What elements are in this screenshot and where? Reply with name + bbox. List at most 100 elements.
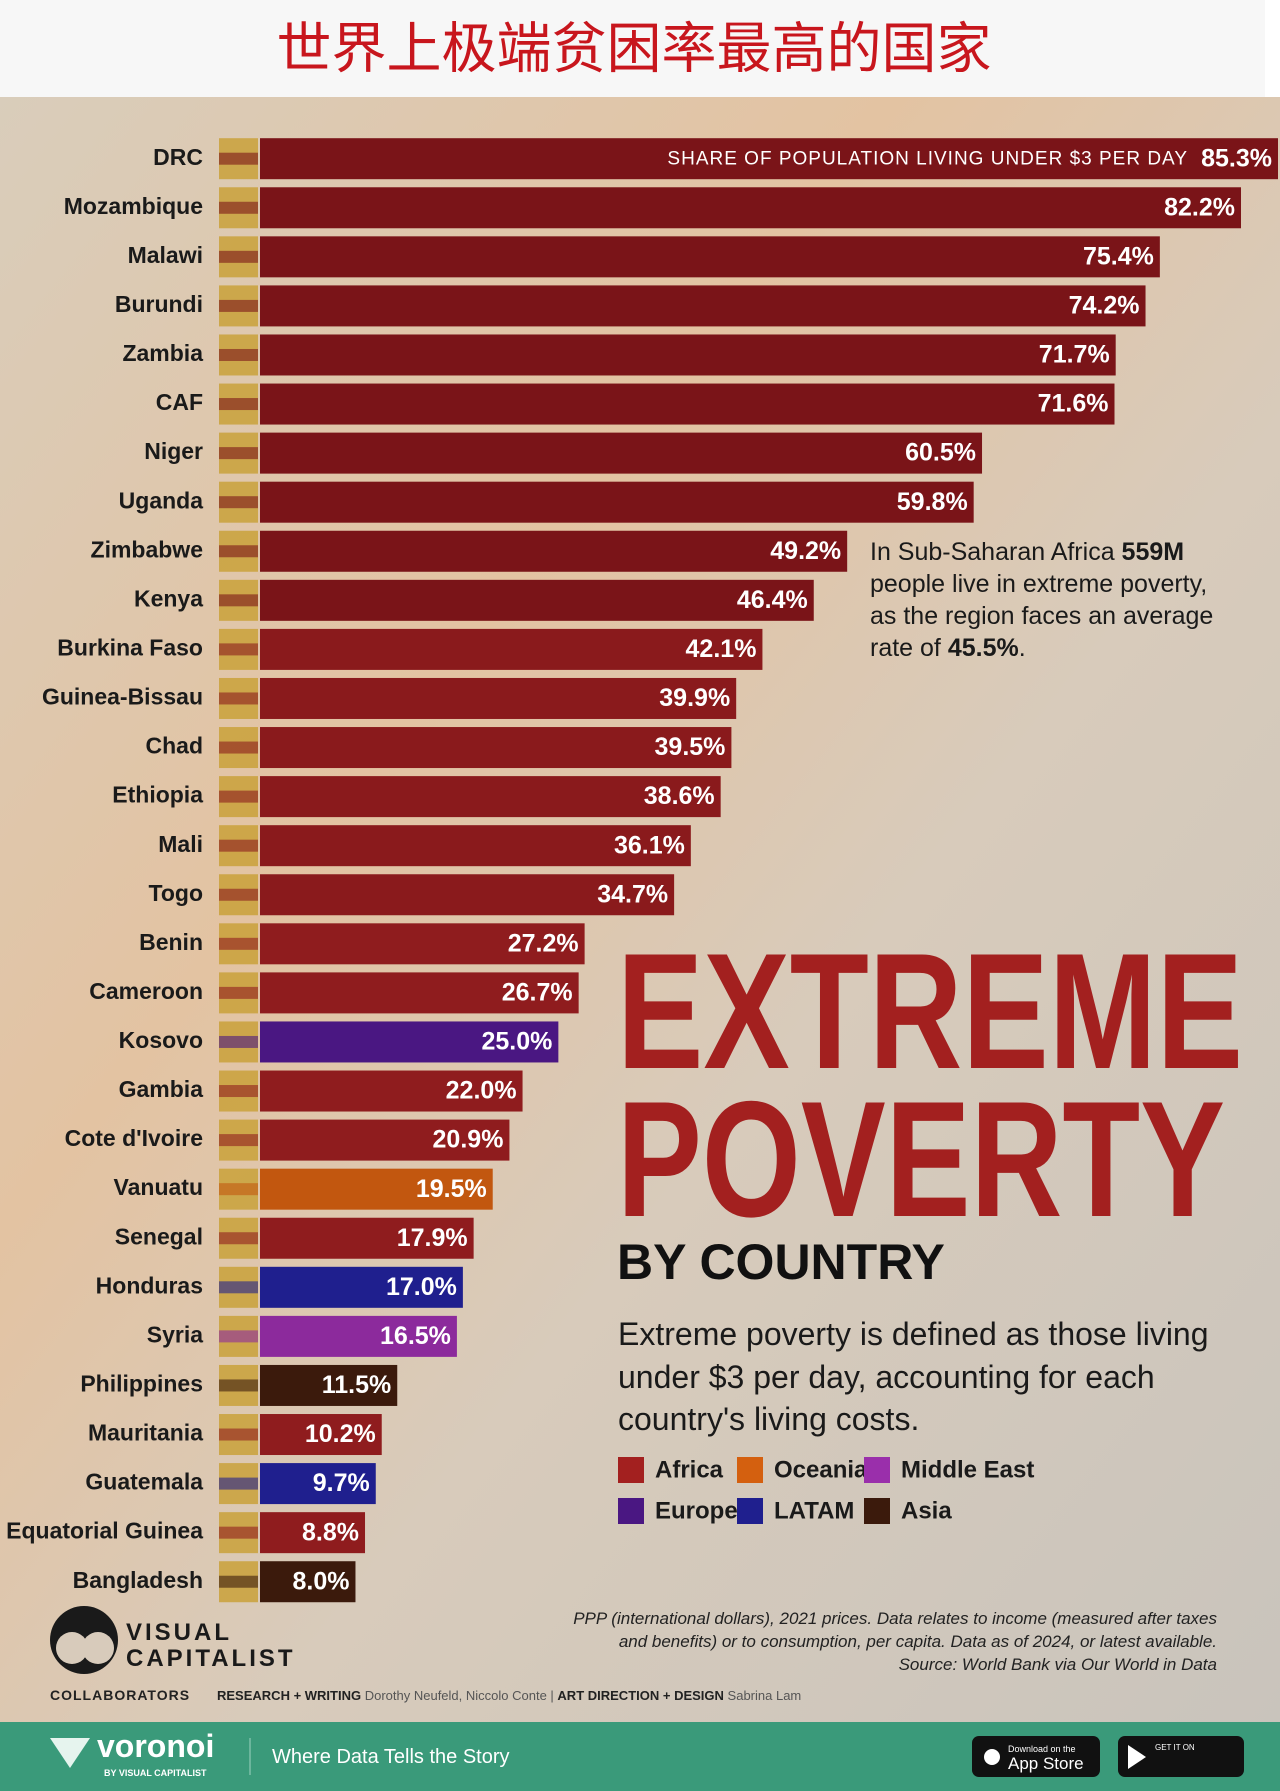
category-label: Guinea-Bissau: [42, 684, 203, 710]
category-label: Cameroon: [89, 978, 203, 1004]
flag-stripe: [219, 1134, 258, 1147]
chart-subtitle: BY COUNTRY: [617, 1234, 945, 1290]
value-label: 60.5%: [905, 439, 976, 467]
category-label: Kenya: [134, 585, 203, 611]
category-label: Syria: [147, 1321, 203, 1347]
header-title: 世界上极端贫困率最高的国家: [276, 18, 991, 80]
flag-stripe: [219, 692, 258, 705]
bar: [260, 1315, 457, 1357]
flag-stripe: [219, 1183, 258, 1196]
flag-stripe: [219, 496, 258, 509]
value-label: 10.2%: [305, 1420, 376, 1448]
value-label: 16.5%: [380, 1322, 451, 1350]
voronoi-logo: [50, 1738, 90, 1768]
flag-stripe: [219, 152, 258, 165]
logo-mark: [56, 1632, 88, 1664]
flag-stripe: [219, 1477, 258, 1490]
description: under $3 per day, accounting for each: [618, 1359, 1155, 1395]
flag-stripe: [219, 1575, 258, 1588]
category-label: Honduras: [96, 1272, 203, 1298]
bar: [260, 923, 585, 965]
value-label: 27.2%: [508, 929, 579, 957]
bar: [260, 874, 675, 916]
value-label: 38.6%: [644, 782, 715, 810]
legend-swatch: [737, 1498, 763, 1524]
bar: [260, 1414, 382, 1456]
logo-text: VISUAL: [126, 1619, 232, 1646]
bar: [260, 138, 1278, 180]
category-label: Chad: [146, 733, 204, 759]
legend-label: LATAM: [774, 1497, 854, 1524]
flag-stripe: [219, 643, 258, 656]
legend-label: Oceania: [774, 1456, 868, 1483]
note: In Sub-Saharan Africa 559M people live i…: [870, 538, 1220, 662]
category-label: Equatorial Guinea: [6, 1518, 203, 1544]
value-label: 71.6%: [1038, 390, 1109, 418]
bar: [260, 1561, 356, 1603]
value-label: 71.7%: [1039, 341, 1110, 369]
category-label: Bangladesh: [73, 1567, 203, 1593]
description: country's living costs.: [618, 1401, 919, 1437]
value-label: 39.5%: [655, 733, 726, 761]
category-label: Uganda: [119, 487, 204, 513]
value-label: 36.1%: [614, 831, 685, 859]
credits-label: ART DIRECTION + DESIGN: [557, 1688, 724, 1703]
bar: [260, 334, 1116, 376]
category-label: Philippines: [80, 1371, 203, 1397]
bar: [260, 1119, 510, 1161]
note-bold: 45.5%: [948, 634, 1019, 662]
source: Source: World Bank via Our World in Data: [899, 1655, 1217, 1674]
bar: [260, 432, 983, 474]
note-bold: 559M: [1122, 538, 1185, 566]
value-label: 11.5%: [322, 1371, 392, 1399]
bar: [260, 1168, 493, 1210]
flag-stripe: [219, 447, 258, 460]
bar: [260, 530, 848, 572]
play-store-button[interactable]: [1118, 1736, 1244, 1777]
bar-chart: DRC 85.3% SHARE OF POPULATION LIVING UNDER…: [6, 138, 1278, 1603]
flag-stripe: [219, 888, 258, 901]
value-label: 49.2%: [770, 537, 841, 565]
value-label: 85.3%: [1201, 144, 1272, 172]
bar: [260, 1266, 463, 1308]
category-label: Zambia: [122, 340, 203, 366]
category-label: Malawi: [128, 242, 203, 268]
category-label: Benin: [139, 929, 203, 955]
bar: [260, 776, 721, 818]
bar: [260, 677, 737, 719]
bar: [260, 1021, 559, 1063]
value-label: 46.4%: [737, 586, 808, 614]
flag-stripe: [219, 986, 258, 999]
legend-label: Asia: [901, 1497, 952, 1524]
value-label: 9.7%: [313, 1469, 370, 1497]
bar: [260, 1070, 523, 1112]
credits-label: COLLABORATORS: [50, 1687, 190, 1703]
flag-stripe: [219, 545, 258, 558]
bar: [260, 825, 691, 867]
credits-label: RESEARCH + WRITING: [217, 1688, 361, 1703]
bar: [260, 481, 974, 523]
value-label: 25.0%: [481, 1028, 552, 1056]
vc-logo: VISUAL CAPITALIST: [50, 1606, 293, 1674]
category-label: Kosovo: [119, 1027, 203, 1053]
value-label: 17.9%: [397, 1224, 468, 1252]
category-label: Burkina Faso: [57, 634, 203, 660]
footer-brand: voronoi: [97, 1728, 214, 1764]
app-store-button[interactable]: [972, 1736, 1100, 1777]
apple-icon: [984, 1749, 1000, 1765]
bar: [260, 1217, 474, 1259]
value-label: 19.5%: [416, 1175, 487, 1203]
value-label: 8.8%: [302, 1518, 359, 1546]
flag-stripe: [219, 790, 258, 803]
value-label: 26.7%: [502, 978, 573, 1006]
bar: [260, 285, 1146, 327]
flag-stripe: [219, 741, 258, 754]
category-label: Mauritania: [88, 1420, 203, 1446]
chart-title: POVERTY: [617, 1067, 1225, 1251]
value-label: 74.2%: [1069, 292, 1140, 320]
footnote: PPP (international dollars), 2021 prices…: [573, 1609, 1217, 1628]
value-label: 59.8%: [897, 488, 968, 516]
legend-swatch: [864, 1498, 890, 1524]
app-store-text: App Store: [1008, 1754, 1084, 1773]
